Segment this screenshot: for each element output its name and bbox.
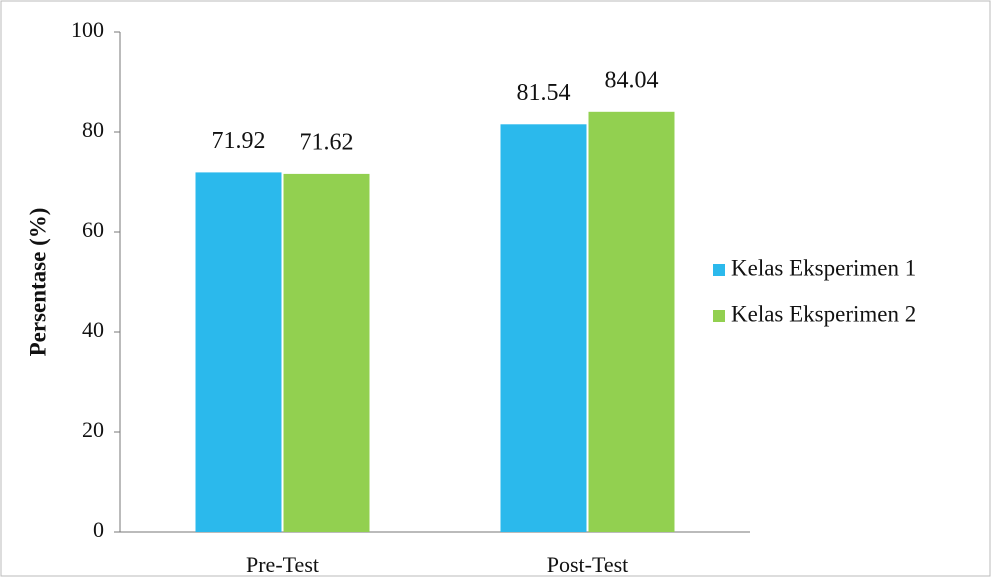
- y-tick-label: 40: [82, 317, 104, 342]
- x-tick-label: Post-Test: [547, 552, 629, 577]
- bar: [588, 111, 675, 533]
- x-tick-label: Pre-Test: [246, 552, 319, 577]
- bar: [195, 172, 282, 532]
- legend-label: Kelas Eksperimen 2: [731, 301, 916, 326]
- y-tick-label: 80: [82, 117, 104, 142]
- y-tick-label: 20: [82, 417, 104, 442]
- y-tick-label: 100: [71, 17, 104, 42]
- legend-label: Kelas Eksperimen 1: [731, 255, 916, 280]
- data-label: 81.54: [517, 80, 571, 106]
- y-axis-label: Persentase (%): [25, 208, 50, 357]
- bar: [283, 173, 370, 532]
- data-label: 84.04: [605, 67, 659, 93]
- y-tick-label: 0: [93, 517, 104, 542]
- bar: [500, 124, 587, 533]
- data-label: 71.92: [212, 128, 266, 154]
- data-label: 71.62: [300, 129, 354, 155]
- y-tick-label: 60: [82, 217, 104, 242]
- legend-swatch: [713, 310, 725, 322]
- legend-swatch: [713, 264, 725, 276]
